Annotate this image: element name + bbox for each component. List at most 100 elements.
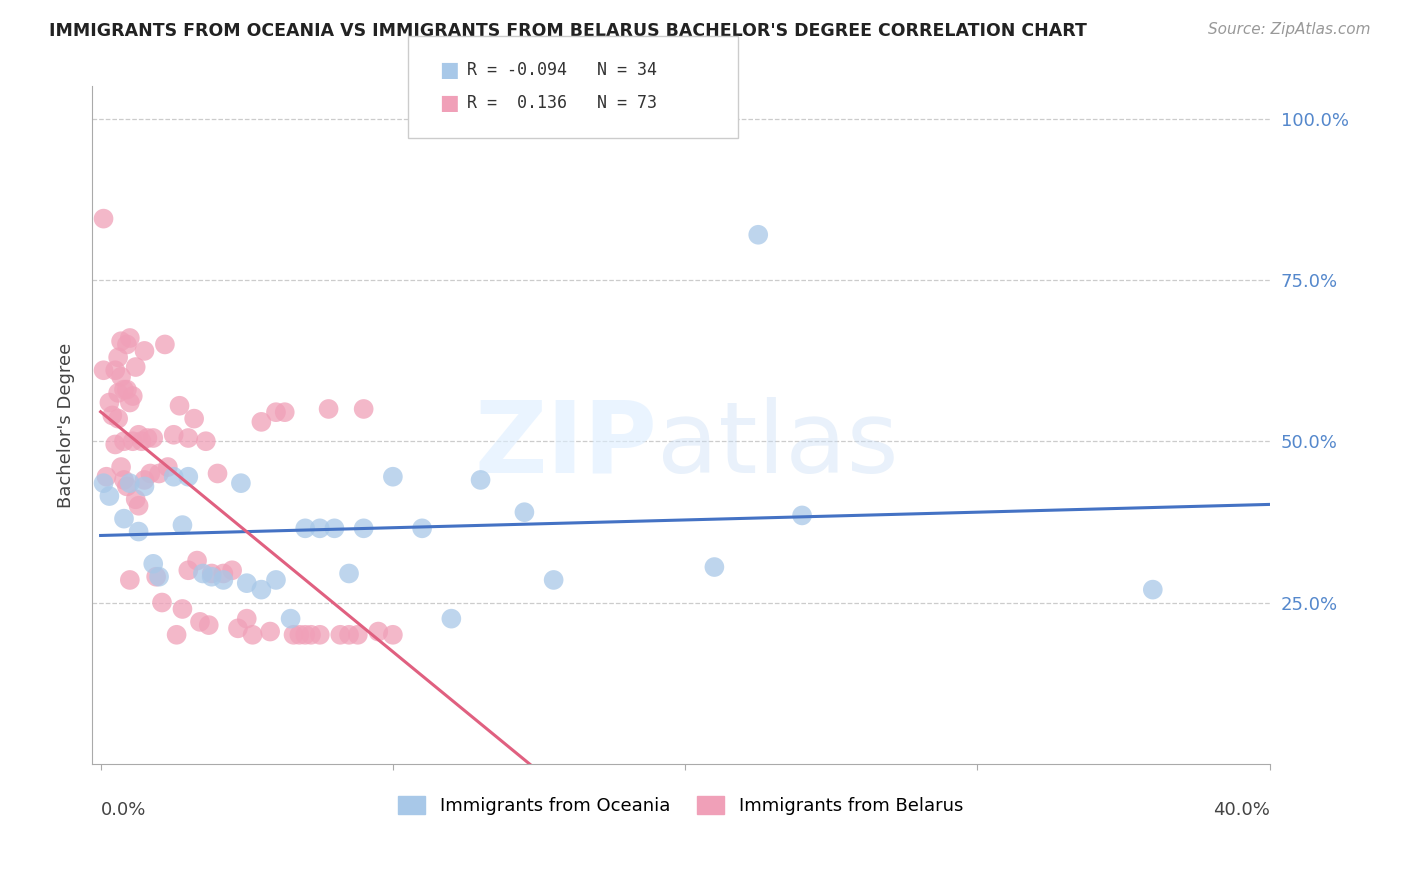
Point (145, 570, 167, 584)
Point (142, 431, 165, 445)
Point (259, 624, 281, 639)
Point (118, 395, 141, 409)
Point (110, 460, 132, 475)
Point (98, 395, 121, 409)
Point (329, 628, 352, 642)
Point (183, 411, 205, 425)
Text: R =  0.136   N = 73: R = 0.136 N = 73 (467, 94, 657, 112)
Point (323, 521, 346, 535)
Point (346, 628, 368, 642)
Text: R = -0.094   N = 34: R = -0.094 N = 34 (467, 61, 657, 78)
Point (543, 573, 565, 587)
Point (242, 628, 264, 642)
Point (411, 521, 433, 535)
Point (747, 227, 769, 242)
Point (294, 628, 316, 642)
Point (112, 383, 135, 397)
Point (172, 518, 194, 533)
Point (148, 570, 170, 584)
Point (201, 570, 224, 584)
Point (118, 573, 141, 587)
Point (125, 359, 148, 374)
Point (280, 612, 302, 626)
Point (112, 511, 135, 525)
Point (148, 467, 170, 481)
Point (131, 434, 153, 449)
Point (299, 628, 322, 642)
Text: Source: ZipAtlas.com: Source: ZipAtlas.com (1208, 22, 1371, 37)
Point (150, 595, 173, 609)
Point (163, 427, 186, 442)
Point (283, 628, 305, 642)
Point (212, 573, 235, 587)
Point (177, 431, 200, 445)
Point (121, 389, 143, 403)
Point (288, 628, 311, 642)
Point (153, 337, 176, 351)
Text: ■: ■ (439, 93, 458, 112)
Point (134, 473, 156, 487)
Point (156, 460, 179, 475)
Point (177, 563, 200, 577)
Point (98, 489, 121, 503)
Point (250, 415, 273, 429)
Point (134, 343, 156, 358)
Point (96, 469, 118, 483)
Point (163, 469, 186, 483)
Point (337, 566, 360, 581)
Point (235, 576, 257, 591)
Point (353, 521, 375, 535)
Point (235, 612, 257, 626)
Point (118, 476, 141, 491)
Point (186, 553, 208, 567)
Point (212, 566, 235, 581)
Point (367, 624, 389, 639)
Text: 0.0%: 0.0% (101, 801, 146, 819)
Point (308, 521, 330, 535)
Point (166, 628, 188, 642)
Y-axis label: Bachelor's Degree: Bachelor's Degree (58, 343, 75, 508)
Point (207, 467, 229, 481)
Point (353, 401, 375, 416)
Point (104, 363, 127, 377)
Point (110, 334, 132, 349)
Point (115, 383, 138, 397)
Point (107, 351, 129, 365)
Point (381, 628, 404, 642)
Point (125, 492, 148, 507)
Point (221, 563, 243, 577)
Point (104, 437, 127, 451)
Text: 40.0%: 40.0% (1213, 801, 1270, 819)
Point (197, 618, 219, 632)
Point (121, 434, 143, 449)
Point (115, 337, 138, 351)
Text: ■: ■ (439, 60, 458, 79)
Point (470, 473, 492, 487)
Point (118, 331, 141, 345)
Point (513, 505, 536, 519)
Point (115, 479, 138, 493)
Point (93, 363, 115, 377)
Point (139, 467, 162, 481)
Point (294, 521, 316, 535)
Point (112, 434, 135, 449)
Point (107, 411, 129, 425)
Point (107, 385, 129, 400)
Point (136, 431, 159, 445)
Point (201, 566, 224, 581)
Point (169, 399, 191, 413)
Point (229, 476, 252, 491)
Point (381, 469, 404, 483)
Point (308, 628, 330, 642)
Point (337, 628, 360, 642)
Point (128, 524, 150, 539)
Text: IMMIGRANTS FROM OCEANIA VS IMMIGRANTS FROM BELARUS BACHELOR'S DEGREE CORRELATION: IMMIGRANTS FROM OCEANIA VS IMMIGRANTS FR… (49, 22, 1087, 40)
Point (177, 469, 200, 483)
Point (226, 621, 249, 635)
Text: atlas: atlas (657, 397, 898, 494)
Point (191, 566, 214, 581)
Point (128, 427, 150, 442)
Point (110, 369, 132, 384)
Point (703, 560, 725, 574)
Point (93, 211, 115, 226)
